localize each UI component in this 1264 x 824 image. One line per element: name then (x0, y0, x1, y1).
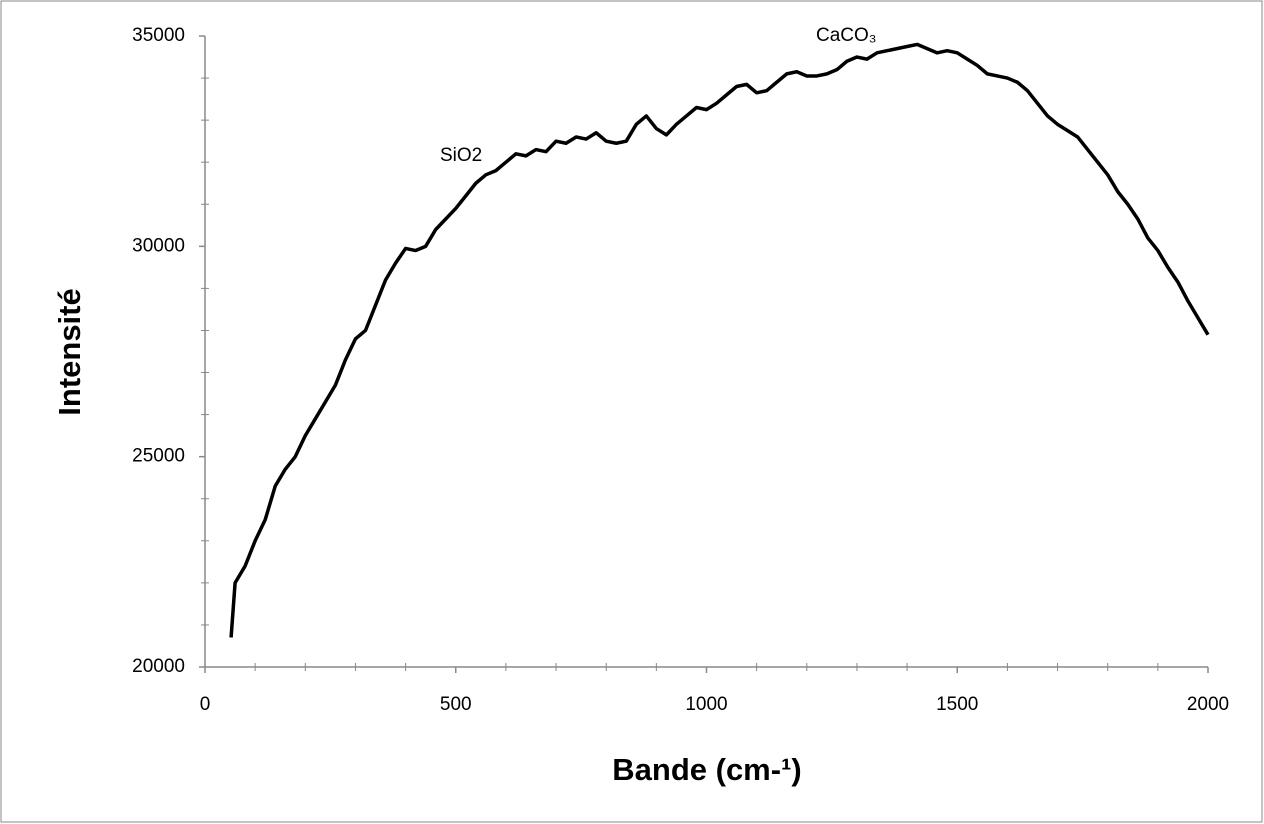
x-tick-label: 2000 (1187, 694, 1229, 715)
x-tick-label: 0 (200, 694, 211, 715)
annotation: CaCO₃ (816, 25, 877, 46)
y-tick-label: 20000 (132, 656, 185, 677)
annotation: SiO2 (440, 145, 482, 166)
x-axis-title: Bande (cm-¹) (612, 752, 801, 787)
data-line (229, 42, 1210, 638)
y-tick-label: 30000 (132, 235, 185, 256)
x-tick-label: 500 (440, 694, 472, 715)
x-tick-label: 1000 (685, 694, 727, 715)
y-axis-title: Intensité (52, 288, 87, 415)
y-tick-label: 35000 (132, 25, 185, 46)
x-tick-label: 1500 (936, 694, 978, 715)
y-tick-label: 25000 (132, 446, 185, 467)
